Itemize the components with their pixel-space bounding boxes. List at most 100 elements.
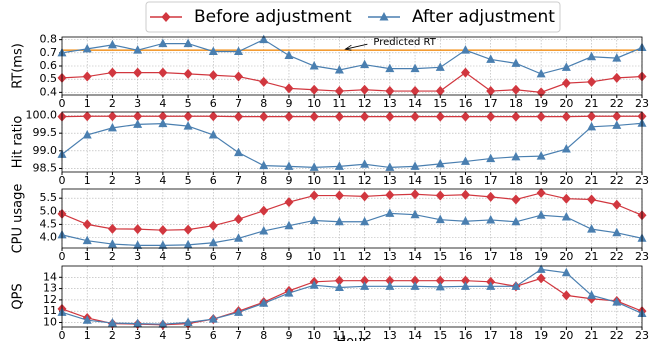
legend-label: After adjustment [412,7,555,27]
x-tick-label: 19 [534,329,548,341]
x-tick-label: 20 [559,250,573,263]
data-point [410,111,420,122]
data-point [460,189,470,200]
data-point [385,275,395,286]
x-tick-label: 18 [509,97,523,110]
x-tick-label: 17 [484,174,498,187]
x-tick-label: 15 [433,97,447,110]
data-point [460,67,470,78]
data-point [410,281,420,290]
x-tick-label: 10 [307,97,321,110]
data-point [284,161,294,170]
x-tick-label: 14 [408,329,422,341]
x-tick-label: 23 [635,250,649,263]
x-tick-label: 16 [458,329,472,341]
data-point [561,212,571,221]
x-tick-label: 0 [59,174,66,187]
data-point [511,194,521,205]
data-point [259,225,269,235]
x-tick-label: 5 [185,174,192,187]
data-point [360,216,370,226]
data-point [334,282,344,291]
data-point [587,111,597,122]
x-tick-label: 1 [84,250,91,263]
x-tick-label: 19 [534,250,548,263]
x-tick-label: 1 [84,329,91,341]
data-point [82,111,92,122]
data-point [334,216,344,226]
x-tick-label: 13 [383,329,397,341]
data-point [536,273,546,284]
x-tick-label: 6 [210,250,217,263]
x-tick-label: 10 [307,250,321,263]
data-point [587,194,597,205]
data-point [234,111,244,122]
data-point [284,83,294,94]
plot-frame [61,188,643,249]
x-tick-label: 19 [534,174,548,187]
data-point [561,78,571,89]
x-tick-label: 11 [332,174,346,187]
y-tick-label: 12 [43,293,57,306]
data-point [612,199,622,210]
x-tick-label: 3 [134,174,141,187]
x-tick-label: 15 [433,250,447,263]
data-point [511,281,521,290]
x-tick-label: 12 [358,97,372,110]
data-point [208,237,218,247]
data-point [587,76,597,87]
y-tick-label: 99.5 [33,126,58,139]
data-point [385,86,395,97]
data-point [511,84,521,95]
x-tick-label: 19 [534,97,548,110]
data-point [259,205,269,216]
data-point [158,118,168,128]
data-point [82,129,92,139]
y-axis-label: Hit ratio [11,116,26,169]
y-tick-label: 0.4 [40,85,58,98]
x-tick-label: 6 [210,329,217,341]
data-point [360,84,370,95]
data-point [536,264,546,273]
y-axis-label: RT(ms) [11,43,26,89]
y-tick-label: 98.5 [33,161,58,174]
x-tick-label: 1 [84,97,91,110]
data-point [82,315,92,324]
x-tick-label: 18 [509,250,523,263]
x-tick-label: 5 [185,97,192,110]
x-tick-label: 10 [307,174,321,187]
data-point [259,298,269,307]
x-tick-label: 15 [433,329,447,341]
data-point [234,147,244,157]
data-point [259,34,269,44]
data-point [486,191,496,202]
y-tick-label: 0.5 [40,72,58,85]
x-tick-label: 6 [210,97,217,110]
data-point [561,111,571,122]
x-tick-label: 0 [59,250,66,263]
y-tick-label: 0.8 [40,33,58,46]
data-point [385,111,395,122]
data-point [511,216,521,226]
x-tick-label: 23 [635,329,649,341]
data-point [612,53,622,62]
data-point [309,215,319,224]
x-tick-label: 8 [260,250,267,263]
data-point [82,235,92,245]
data-point [612,111,622,122]
x-tick-label: 13 [383,250,397,263]
data-point [334,161,344,170]
data-point [158,111,168,122]
x-tick-label: 21 [585,174,599,187]
data-point [284,50,294,59]
data-point [486,111,496,122]
data-point [309,190,319,201]
data-point [435,190,445,201]
data-point [183,68,193,79]
x-tick-label: 17 [484,250,498,263]
data-point [234,233,244,242]
annotation-arrow [345,43,368,50]
data-point [158,240,168,249]
x-tick-label: 13 [383,97,397,110]
data-point [183,121,193,130]
